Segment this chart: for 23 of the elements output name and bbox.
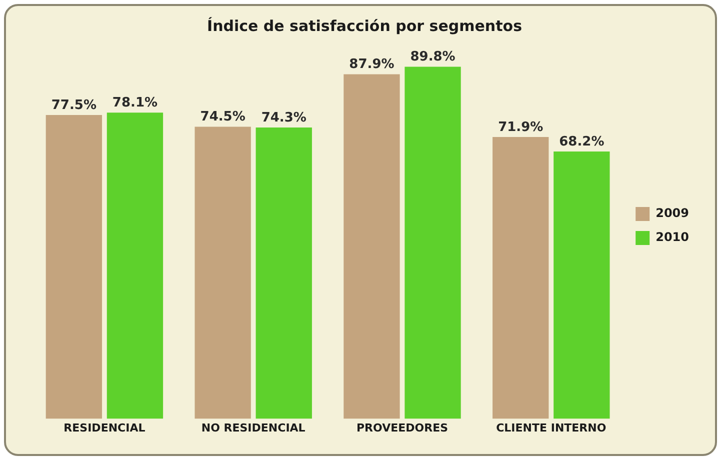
- legend-label: 2009: [656, 206, 690, 220]
- data-label: 68.2%: [559, 134, 604, 150]
- data-label: 71.9%: [498, 120, 544, 135]
- bar: [106, 112, 164, 419]
- bar: [554, 151, 610, 419]
- data-label: 89.8%: [410, 50, 456, 65]
- x-tick-label: NO RESIDENCIAL: [201, 421, 306, 434]
- bar: [194, 126, 251, 419]
- bar: [344, 74, 400, 419]
- legend-label: 2010: [656, 230, 690, 244]
- bar: [492, 136, 549, 419]
- data-label: 78.1%: [112, 96, 158, 111]
- x-tick-label: CLIENTE INTERNO: [496, 421, 606, 434]
- chart-title: Índice de satisfacción por segmentos: [206, 16, 522, 35]
- x-tick-label: RESIDENCIAL: [64, 421, 146, 434]
- bar: [404, 66, 461, 419]
- bar: [256, 128, 312, 419]
- bar: [46, 115, 102, 419]
- data-label: 74.3%: [261, 110, 306, 126]
- data-label: 74.5%: [200, 110, 246, 125]
- x-tick-label: PROVEEDORES: [356, 421, 448, 434]
- data-label: 77.5%: [51, 98, 96, 113]
- data-label: 87.9%: [349, 57, 394, 72]
